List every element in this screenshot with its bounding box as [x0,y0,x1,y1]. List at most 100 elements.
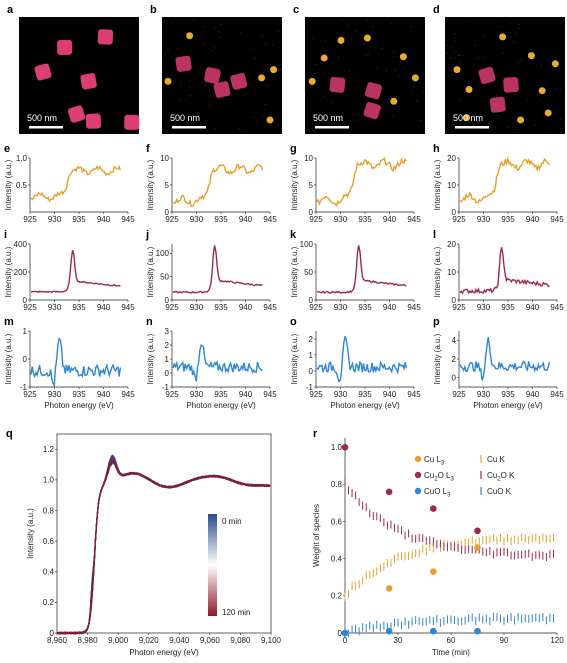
noise-speck [539,99,541,101]
x-tick-label: 945 [550,215,564,224]
y-tick-label: -1 [306,383,314,392]
cu2o-cube [85,113,102,129]
noise-speck [313,130,315,132]
noise-speck [219,37,222,39]
noise-speck [364,122,366,124]
l3-point-cu2o [385,488,393,496]
cu-nanoparticle [538,87,546,95]
legend-label: Cu2O K [487,471,515,483]
x-tick-label: 935 [501,390,515,399]
cu-nanoparticle [258,74,266,82]
noise-speck [455,57,457,59]
noise-speck [534,124,537,126]
x-tick-label: 925 [165,215,179,224]
spectrum-line-p [459,336,551,381]
x-tick-label: 940 [97,215,111,224]
panel-label-n: n [146,316,153,328]
noise-speck [214,26,216,29]
y-tick-label: 0 [23,355,28,364]
spectrum-axes-o: -1 0 1 2 925 930 935 940 945 Intensity (a.u.) Phot… [290,331,421,410]
noise-speck [518,23,520,25]
y-tick-label: 100 [300,240,314,249]
scale-bar-label: 500 nm [27,113,57,123]
spectrum-line-k [316,245,407,294]
x-tick-label: 9,100 [261,636,282,645]
noise-speck [503,27,505,29]
cu-nanoparticle [390,97,398,105]
x-tick-label: 930 [48,215,62,224]
l3-point-cu2o [474,527,481,535]
noise-speck [489,124,491,126]
y-tick-label: 0 [23,296,28,305]
y-tick-label: 1.0 [43,476,55,485]
noise-speck [403,67,406,70]
noise-speck [177,48,179,50]
noise-speck [460,101,462,103]
legend-entry: Cu2O K [480,471,515,483]
cu-nanoparticle [399,53,407,61]
cu-nanoparticle [308,77,316,85]
noise-speck [550,56,553,58]
y-tick-label: 0 [165,208,170,217]
noise-speck [454,41,456,43]
noise-speck [276,17,278,19]
noise-speck [520,59,522,61]
legend-subscript: 3 [441,461,445,467]
x-tick-label: 935 [72,390,86,399]
panel-label-j: j [145,229,149,241]
cu2o-cube [67,105,86,123]
noise-speck [348,71,350,73]
noise-speck [279,68,281,70]
cu2o-cube [80,73,97,90]
y-tick-label: 10 [160,154,169,163]
spectrum-axes-n: -1 0 1 2 3 925 930 935 940 945 Intensity (a.u.) Pho… [146,327,277,410]
panel-label-l: l [433,229,436,241]
x-tick-label: 940 [526,390,540,399]
x-tick-label: 925 [452,303,466,312]
y-axis-label: Intensity (a.u.) [146,159,155,210]
y-axis-label: Intensity (a.u.) [146,246,155,297]
y-tick-label: 50 [160,272,169,281]
noise-speck [189,86,191,89]
cu2o-cube [204,67,221,84]
legend-entry: CuO L3 [414,487,451,499]
noise-speck [416,100,418,102]
noise-speck [180,81,182,84]
noise-speck [307,23,309,25]
noise-speck [526,99,528,101]
cu-nanoparticle [453,66,461,74]
spectrum-line-o [316,335,408,383]
spectrum-axes-k: 0 50 100 925 930 935 940 945 Intensity (a.u.) [290,240,421,312]
noise-speck [255,93,257,95]
scale-bar [29,126,63,129]
cu2o-cube [503,77,519,93]
noise-speck [482,35,485,37]
cu-nanoparticle [164,77,172,85]
x-tick-label: 925 [23,303,37,312]
panel-label-a: a [7,4,14,16]
legend-marker-dot [414,455,422,463]
spectrum-axes-m: -1 0 1 925 930 935 940 945 Intensity (a.u.) Photo… [4,327,135,410]
noise-speck [393,55,395,58]
noise-speck [322,95,325,97]
y-tick-label: 0.8 [331,480,343,489]
x-tick-label: 9,000 [108,636,129,645]
x-tick-label: 925 [309,215,323,224]
noise-speck [462,54,464,57]
noise-speck [446,52,448,54]
x-axis-label: Photon energy (eV) [473,401,543,410]
colorbar-top-label: 0 min [222,517,242,526]
y-tick-label: 0.6 [331,517,343,526]
noise-speck [410,26,412,28]
cu-nanoparticle [320,54,328,62]
legend-label: Cu L3 [424,455,445,467]
cu-nanoparticle [363,34,371,42]
x-tick-label: 945 [550,390,564,399]
y-tick-label: 50 [304,268,313,277]
y-axis-label: Weight of species [312,504,321,567]
noise-speck [464,16,466,18]
y-axis-label: Intensity (a.u.) [433,246,442,297]
x-tick-label: 945 [263,390,277,399]
panel-q-xanes: q 8,960 8,980 9,000 9,020 9,040 9,060 9,080 9,10… [6,428,282,657]
noise-speck [381,47,383,49]
